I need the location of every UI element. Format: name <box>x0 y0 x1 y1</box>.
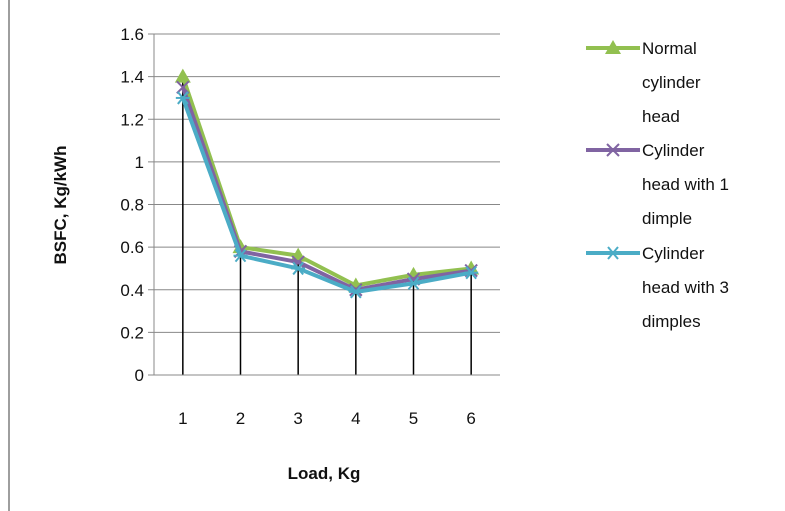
legend: Normal cylinder head Cylinder head with 1 dim… <box>586 39 729 331</box>
legend-marker <box>606 246 620 260</box>
series-1 <box>174 68 480 292</box>
data-point <box>233 249 248 263</box>
series-3 <box>175 91 479 299</box>
axes <box>8 0 500 511</box>
legend-label: head with 3 <box>642 278 729 297</box>
y-tick-label: 0.2 <box>120 323 144 342</box>
x-tick-label: 5 <box>409 409 418 428</box>
x-tick-label: 1 <box>178 409 187 428</box>
gridlines <box>154 33 500 333</box>
drop-lines <box>182 78 472 375</box>
legend-entry-3: Cylinder head with 3 dimples <box>586 244 729 331</box>
legend-label: head with 1 <box>642 175 729 194</box>
legend-marker <box>606 143 620 157</box>
data-point <box>291 261 306 276</box>
legend-marker <box>605 40 621 54</box>
data-point <box>348 285 363 299</box>
series-line <box>180 97 472 294</box>
series-line <box>180 75 472 288</box>
data-point <box>176 80 190 94</box>
legend-label: cylinder <box>642 73 701 92</box>
y-axis-title: BSFC, Kg/kWh <box>51 146 70 265</box>
legend-label: dimple <box>642 209 692 228</box>
legend-label: Cylinder <box>642 141 705 160</box>
y-tick-label: 0 <box>135 366 144 385</box>
x-axis-title: Load, Kg <box>288 464 361 483</box>
x-tick-label: 2 <box>236 409 245 428</box>
x-tick-label: 4 <box>351 409 360 428</box>
y-tick-label: 0.4 <box>120 281 144 300</box>
x-tick-label: 6 <box>466 409 475 428</box>
data-point <box>174 68 191 83</box>
legend-label: head <box>642 107 680 126</box>
legend-entry-2: Cylinder head with 1 dimple <box>586 141 729 228</box>
legend-entry-1: Normal cylinder head <box>586 39 701 126</box>
legend-label: Cylinder <box>642 244 705 263</box>
data-point <box>175 91 190 105</box>
y-tick-label: 0.6 <box>120 238 144 257</box>
data-point <box>406 276 421 290</box>
y-tick-label: 0.8 <box>120 196 144 215</box>
y-tick-label: 1.4 <box>120 68 144 87</box>
y-tick-label: 1.6 <box>120 25 144 44</box>
y-tick-label: 1 <box>135 153 144 172</box>
legend-label: Normal <box>642 39 697 58</box>
data-point <box>464 266 479 280</box>
legend-label: dimples <box>642 312 701 331</box>
series-line <box>180 86 472 292</box>
x-tick-label: 3 <box>293 409 302 428</box>
y-tick-label: 1.2 <box>120 110 144 129</box>
series-lines <box>174 68 480 299</box>
tick-labels: 0 0.2 0.4 0.6 0.8 1 1.2 1.4 1.6 1 2 3 4 5 6 <box>120 25 476 428</box>
